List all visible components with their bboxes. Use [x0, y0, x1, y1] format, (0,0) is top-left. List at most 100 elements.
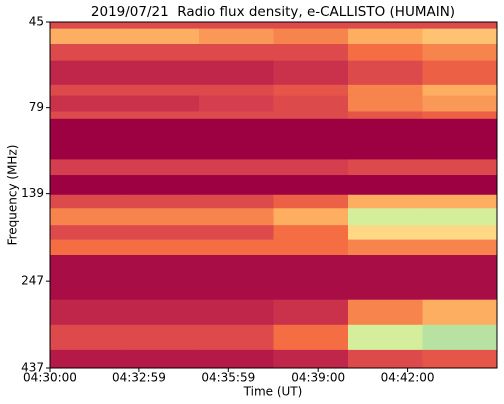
spectrogram-cell [199, 28, 274, 45]
spectrogram-cell [422, 84, 498, 97]
spectrogram-cell [124, 95, 200, 112]
spectrogram-cell [124, 225, 200, 241]
x-tick-label: 04:35:59 [201, 371, 255, 385]
spectrogram-cell [50, 255, 125, 301]
spectrogram-cell [124, 84, 200, 97]
spectrogram-cell [273, 118, 349, 160]
spectrogram-cell [348, 28, 423, 45]
spectrogram-cell [50, 111, 125, 120]
spectrogram-cell [199, 44, 274, 62]
spectrogram-cell [422, 44, 498, 62]
spectrogram-cell [422, 60, 498, 86]
spectrogram-cell [50, 299, 125, 326]
spectrogram-cell [348, 118, 423, 160]
spectrogram-cell [348, 95, 423, 112]
spectrogram-cell [199, 255, 274, 301]
spectrogram-cell [348, 225, 423, 241]
spectrogram-cell [273, 324, 349, 351]
spectrogram-cell [124, 111, 200, 120]
spectrogram-cell [124, 175, 200, 196]
y-axis-label: Frequency (MHz) [6, 145, 20, 246]
x-tick-label: 04:32:59 [112, 371, 166, 385]
spectrogram-cell [422, 255, 498, 301]
spectrogram-cell [199, 194, 274, 209]
spectrogram-cell [50, 208, 125, 226]
x-tick-label: 04:42:00 [381, 371, 435, 385]
spectrogram-cell [199, 159, 274, 176]
spectrogram-cell [348, 324, 423, 351]
spectrogram-cell [422, 22, 498, 30]
spectrogram-cell [50, 194, 125, 209]
spectrogram-cell [199, 60, 274, 86]
spectrogram-cell [124, 28, 200, 45]
spectrogram-cell [422, 159, 498, 176]
spectrogram-cell [273, 95, 349, 112]
y-tick-label: 139 [21, 186, 44, 200]
spectrogram-cell [50, 84, 125, 97]
spectrogram-cell [124, 60, 200, 86]
spectrogram-cell [348, 111, 423, 120]
spectrogram-cell [348, 194, 423, 209]
spectrogram-cell [273, 225, 349, 241]
x-tick-label: 04:30:00 [23, 371, 77, 385]
spectrogram-cell [50, 239, 125, 256]
y-tick-label: 45 [29, 15, 44, 29]
spectrogram-cell [273, 239, 349, 256]
spectrogram-cell [124, 299, 200, 326]
chart-title: 2019/07/21 Radio flux density, e-CALLIST… [91, 4, 455, 20]
spectrogram-cell [273, 194, 349, 209]
spectrogram-cell [199, 324, 274, 351]
y-tick-label: 437 [21, 361, 44, 375]
spectrogram-cell [348, 44, 423, 62]
plot-frame [49, 21, 498, 369]
spectrogram-cell [124, 324, 200, 351]
spectrogram-cell [422, 225, 498, 241]
spectrogram-cell [348, 159, 423, 176]
spectrogram-cell [422, 175, 498, 196]
spectrogram-cell [422, 28, 498, 45]
spectrogram-cell [422, 349, 498, 369]
spectrogram-cell [50, 95, 125, 112]
spectrogram-cell [348, 60, 423, 86]
spectrogram-cell [348, 84, 423, 97]
spectrogram-cell [124, 44, 200, 62]
spectrogram-cell [124, 118, 200, 160]
spectrogram-cell [50, 349, 125, 369]
spectrogram-cell [422, 239, 498, 256]
spectrogram-cell [50, 44, 125, 62]
spectrogram-cell [50, 22, 125, 30]
x-tick-label: 04:39:00 [291, 371, 345, 385]
spectrogram-cell [348, 208, 423, 226]
spectrogram-cell [273, 208, 349, 226]
spectrogram-cell [199, 208, 274, 226]
spectrogram-cell [50, 28, 125, 45]
spectrogram-cell [273, 111, 349, 120]
spectrogram-cell [50, 175, 125, 196]
spectrogram-cell [273, 28, 349, 45]
spectrogram-cell [124, 349, 200, 369]
spectrogram-cell [199, 22, 274, 30]
spectrogram-cell [273, 60, 349, 86]
spectrogram-cell [422, 118, 498, 160]
spectrogram-cell [199, 239, 274, 256]
y-tick-label: 247 [21, 274, 44, 288]
spectrogram-cell [199, 299, 274, 326]
spectrogram-cell [199, 84, 274, 97]
spectrogram-cell [199, 175, 274, 196]
spectrogram-cell [124, 22, 200, 30]
spectrogram-cell [50, 225, 125, 241]
spectrogram-cell [422, 111, 498, 120]
spectrogram-cell [50, 60, 125, 86]
spectrogram-cell [124, 194, 200, 209]
spectrogram-cell [199, 95, 274, 112]
spectrogram-cell [348, 349, 423, 369]
spectrogram-cell [348, 175, 423, 196]
spectrogram-cell [422, 299, 498, 326]
spectrogram-cell [348, 299, 423, 326]
spectrogram-cell [422, 95, 498, 112]
spectrogram-cell [273, 299, 349, 326]
spectrogram-cell [348, 239, 423, 256]
spectrogram-cell [422, 194, 498, 209]
spectrogram-cell [199, 349, 274, 369]
